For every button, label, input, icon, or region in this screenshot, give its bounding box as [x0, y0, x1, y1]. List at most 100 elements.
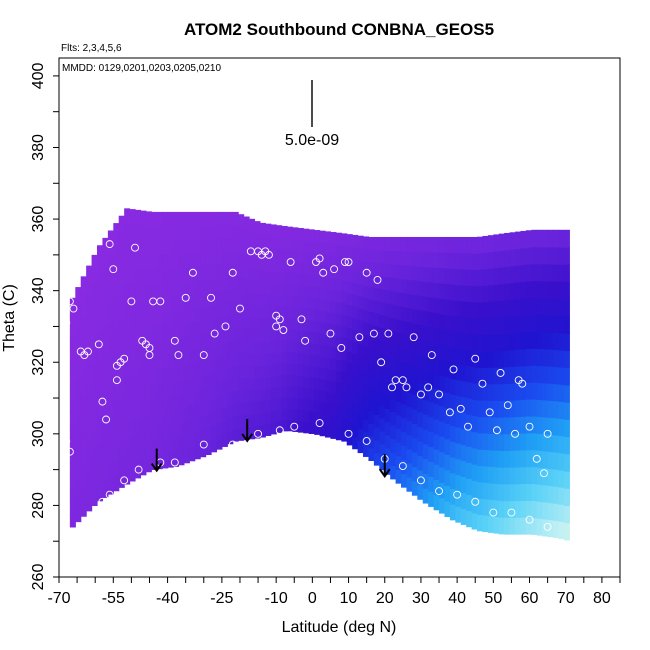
heatmap-cell: [444, 330, 451, 347]
heatmap-cell: [357, 307, 364, 321]
heatmap-cell: [80, 489, 87, 504]
heatmap-cell: [368, 236, 375, 250]
heatmap-cell: [156, 240, 163, 256]
heatmap-cell: [259, 318, 266, 331]
heatmap-cell: [265, 423, 272, 436]
x-tick-label: 10: [340, 590, 358, 607]
heatmap-cell: [297, 364, 304, 376]
heatmap-cell: [477, 449, 484, 466]
heatmap-cell: [151, 455, 158, 470]
heatmap-cell: [113, 312, 120, 328]
heatmap-cell: [553, 417, 560, 436]
heatmap-cell: [151, 354, 158, 370]
heatmap-cell: [238, 427, 245, 441]
heatmap-cell: [487, 284, 494, 302]
heatmap-cell: [531, 449, 538, 468]
heatmap-cell: [325, 299, 332, 312]
heatmap-cell: [363, 444, 370, 457]
heatmap-cell: [314, 377, 321, 390]
heatmap-cell: [325, 334, 332, 347]
heatmap-cell: [118, 457, 125, 473]
heatmap-cell: [439, 267, 446, 284]
heatmap-cell: [433, 358, 440, 374]
heatmap-cell: [368, 249, 375, 263]
heatmap-cell: [319, 378, 326, 391]
heatmap-cell: [270, 224, 277, 237]
heatmap-cell: [319, 287, 326, 300]
heatmap-cell: [200, 320, 207, 335]
heatmap-cell: [243, 315, 250, 329]
heatmap-cell: [265, 305, 272, 319]
heatmap-cell: [520, 466, 527, 485]
heatmap-cell: [422, 384, 429, 401]
heatmap-cell: [493, 483, 500, 501]
heatmap-cell: [189, 433, 196, 448]
heatmap-cell: [292, 227, 299, 240]
heatmap-cell: [466, 430, 473, 447]
heatmap-cell: [129, 465, 136, 482]
heatmap-cell: [460, 284, 467, 302]
heatmap-cell: [75, 495, 82, 510]
heatmap-cell: [216, 356, 223, 371]
sample-point: [409, 333, 418, 342]
heatmap-cell: [395, 401, 402, 416]
heatmap-cell: [211, 385, 218, 400]
heatmap-cell: [183, 267, 190, 283]
heatmap-cell: [107, 347, 114, 363]
heatmap-cell: [542, 399, 549, 418]
heatmap-cell: [536, 433, 543, 451]
heatmap-cell: [428, 341, 435, 358]
heatmap-cell: [542, 263, 549, 282]
heatmap-cell: [151, 211, 158, 227]
heatmap-cell: [314, 366, 321, 379]
heatmap-cell: [319, 367, 326, 380]
heatmap-cell: [363, 419, 370, 433]
heatmap-cell: [162, 439, 169, 455]
heatmap-cell: [335, 324, 342, 337]
heatmap-cell: [102, 266, 109, 282]
heatmap-cell: [292, 352, 299, 364]
heatmap-cell: [390, 290, 397, 305]
heatmap-cell: [238, 339, 245, 353]
heatmap-cell: [118, 306, 125, 322]
heatmap-cell: [460, 396, 467, 414]
heatmap-cell: [216, 409, 223, 424]
heatmap-cell: [249, 340, 256, 354]
heatmap-cell: [411, 409, 418, 425]
heatmap-cell: [135, 299, 142, 315]
heatmap-cell: [487, 499, 494, 517]
heatmap-cell: [525, 449, 532, 468]
heatmap-cell: [80, 329, 87, 344]
heatmap-cell: [379, 236, 386, 251]
heatmap-cell: [515, 282, 522, 300]
heatmap-cell: [379, 443, 386, 458]
heatmap-cell: [232, 300, 239, 315]
heatmap-cell: [287, 294, 294, 307]
heatmap-cell: [86, 265, 93, 280]
heatmap-cell: [113, 475, 120, 492]
heatmap-cell: [433, 479, 440, 496]
heatmap-cell: [390, 465, 397, 480]
heatmap-cell: [498, 333, 505, 351]
heatmap-cell: [189, 419, 196, 434]
heatmap-cell: [466, 381, 473, 399]
heatmap-cell: [471, 512, 478, 530]
heatmap-cell: [292, 306, 299, 319]
heatmap-cell: [189, 239, 196, 254]
heatmap-cell: [297, 352, 304, 365]
heatmap-cell: [373, 249, 380, 263]
heatmap-cell: [227, 327, 234, 342]
heatmap-cell: [346, 421, 353, 434]
heatmap-cell: [363, 273, 370, 286]
heatmap-cell: [205, 440, 212, 456]
heatmap-cell: [395, 387, 402, 402]
heatmap-cell: [460, 428, 467, 446]
heatmap-cell: [194, 294, 201, 309]
heatmap-cell: [113, 237, 120, 254]
heatmap-cell: [417, 280, 424, 296]
heatmap-cell: [80, 289, 87, 304]
heatmap-cell: [91, 449, 98, 465]
heatmap-cell: [542, 382, 549, 401]
heatmap-cell: [173, 211, 180, 227]
heatmap-cell: [297, 409, 304, 422]
